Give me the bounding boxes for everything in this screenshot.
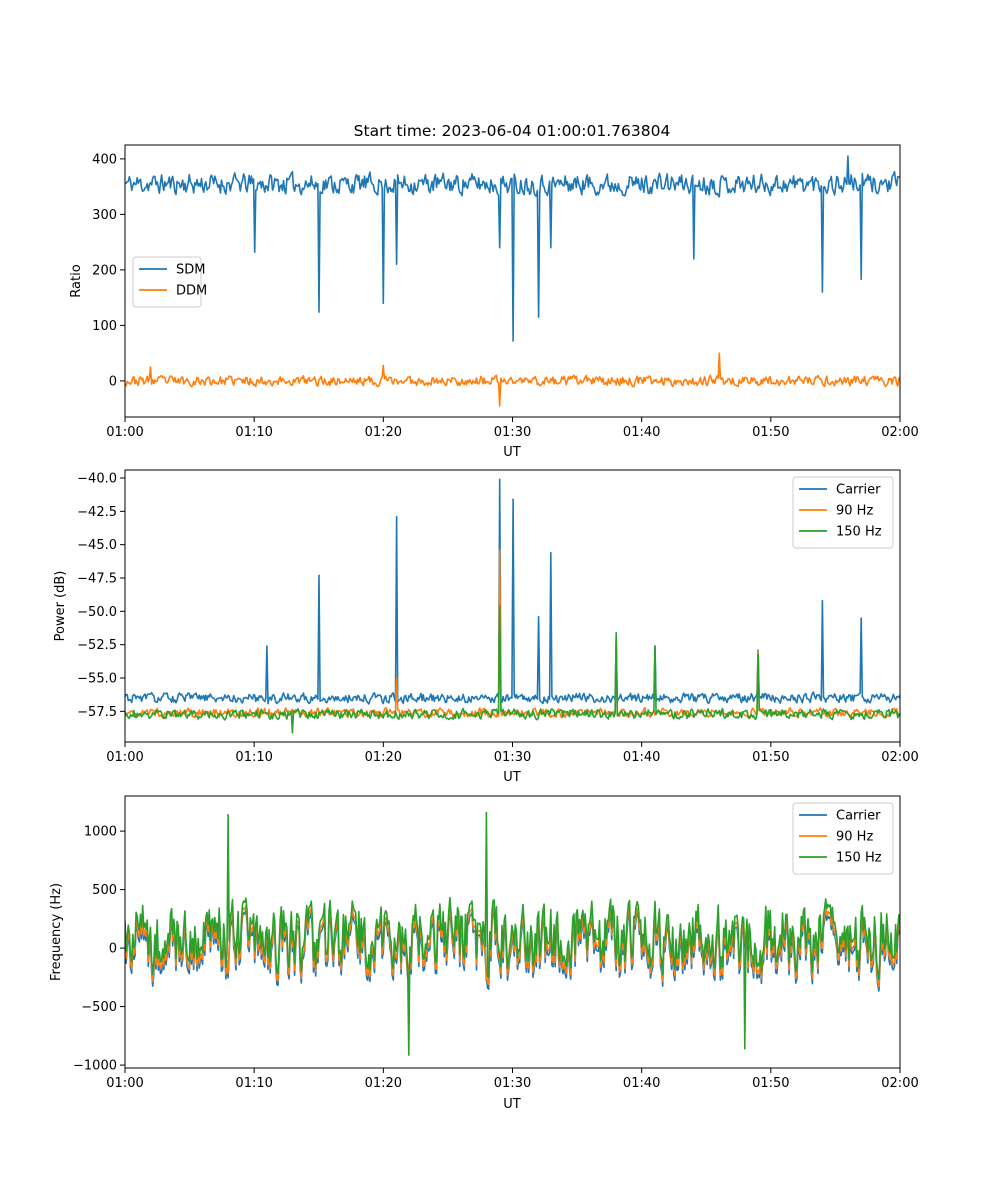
power-y-tick-label: −55.0 <box>77 672 117 687</box>
figure-title: Start time: 2023-06-04 01:00:01.763804 <box>354 122 671 140</box>
power-x-tick-label: 02:00 <box>881 750 918 765</box>
power-x-tick-label: 01:10 <box>235 750 272 765</box>
power-y-tick-label: −42.5 <box>77 505 117 520</box>
frequency-x-tick-label: 01:20 <box>365 1076 402 1091</box>
ratio-y-tick-label: 0 <box>109 374 117 389</box>
ratio-y-ticks: 0 100 200 300 400 <box>92 152 125 389</box>
frequency-y-tick-label: 0 <box>109 942 117 957</box>
ratio-y-tick-label: 100 <box>92 319 117 334</box>
power-y-axis-label: Power (dB) <box>53 571 68 642</box>
ratio-series-sdm <box>125 155 900 342</box>
power-series-carrier <box>125 478 900 705</box>
ratio-legend: SDM DDM <box>132 256 207 308</box>
frequency-y-tick-label: −500 <box>81 1000 117 1015</box>
frequency-y-tick-label: −1000 <box>73 1059 117 1074</box>
power-legend: Carrier 90 Hz 150 Hz <box>792 476 894 549</box>
frequency-legend: Carrier 90 Hz 150 Hz <box>792 802 894 875</box>
frequency-x-tick-label: 02:00 <box>881 1076 918 1091</box>
frequency-series-150-hz <box>125 811 900 1056</box>
frequency-x-tick-label: 01:50 <box>752 1076 789 1091</box>
power-legend-label: Carrier <box>836 483 881 498</box>
frequency-x-tick-label: 01:10 <box>235 1076 272 1091</box>
ratio-x-tick-label: 01:50 <box>752 425 789 440</box>
power-x-tick-label: 01:30 <box>494 750 531 765</box>
power-series-150-hz <box>125 605 900 734</box>
power-y-tick-label: −45.0 <box>77 538 117 553</box>
power-legend-label: 150 Hz <box>836 525 882 540</box>
power-y-tick-label: −57.5 <box>77 705 117 720</box>
frequency-x-tick-label: 01:30 <box>494 1076 531 1091</box>
ratio-y-axis-label: Ratio <box>69 264 84 297</box>
panel-ratio: 01:00 01:10 01:20 01:30 01:40 01:50 02:00 0 100… <box>69 144 919 460</box>
power-y-tick-label: −40.0 <box>77 472 117 487</box>
power-lines <box>125 478 900 734</box>
power-y-ticks: −57.5 −55.0 −52.5 −50.0 −47.5 −45.0 −42.5 −40.0 <box>77 472 125 720</box>
power-y-tick-label: −52.5 <box>77 638 117 653</box>
ratio-lines <box>125 155 900 407</box>
ratio-y-tick-label: 400 <box>92 152 117 167</box>
ratio-series-ddm <box>125 352 900 407</box>
frequency-legend-label: 90 Hz <box>836 830 873 845</box>
ratio-x-tick-label: 01:10 <box>235 425 272 440</box>
frequency-legend-label: 150 Hz <box>836 851 882 866</box>
power-x-tick-label: 01:40 <box>623 750 660 765</box>
frequency-x-tick-label: 01:00 <box>106 1076 143 1091</box>
power-x-ticks: 01:00 01:10 01:20 01:30 01:40 01:50 02:00 <box>106 742 919 765</box>
ratio-x-tick-label: 01:40 <box>623 425 660 440</box>
ratio-x-tick-label: 01:30 <box>494 425 531 440</box>
frequency-y-ticks: −1000 −500 0 500 1000 <box>73 825 125 1074</box>
power-y-tick-label: −47.5 <box>77 572 117 587</box>
ratio-y-tick-label: 300 <box>92 208 117 223</box>
ratio-x-tick-label: 01:20 <box>365 425 402 440</box>
frequency-y-tick-label: 1000 <box>84 825 117 840</box>
ratio-x-axis-label: UT <box>503 445 521 460</box>
power-legend-label: 90 Hz <box>836 504 873 519</box>
ratio-y-tick-label: 200 <box>92 263 117 278</box>
frequency-lines <box>125 811 900 1056</box>
frequency-y-tick-label: 500 <box>92 883 117 898</box>
ratio-legend-label: SDM <box>176 263 205 278</box>
frequency-x-ticks: 01:00 01:10 01:20 01:30 01:40 01:50 02:00 <box>106 1068 919 1091</box>
frequency-y-axis-label: Frequency (Hz) <box>49 883 64 981</box>
frequency-legend-label: Carrier <box>836 809 881 824</box>
frequency-x-axis-label: UT <box>503 1097 521 1112</box>
power-x-tick-label: 01:20 <box>365 750 402 765</box>
ratio-x-tick-label: 01:00 <box>106 425 143 440</box>
ratio-x-ticks: 01:00 01:10 01:20 01:30 01:40 01:50 02:00 <box>106 417 919 440</box>
power-y-tick-label: −50.0 <box>77 605 117 620</box>
ratio-x-tick-label: 02:00 <box>881 425 918 440</box>
power-x-tick-label: 01:00 <box>106 750 143 765</box>
power-x-tick-label: 01:50 <box>752 750 789 765</box>
frequency-x-tick-label: 01:40 <box>623 1076 660 1091</box>
panel-frequency: 01:00 01:10 01:20 01:30 01:40 01:50 02:00 −100… <box>49 795 919 1112</box>
ratio-legend-label: DDM <box>176 284 207 299</box>
power-x-axis-label: UT <box>503 770 521 785</box>
panel-power: 01:00 01:10 01:20 01:30 01:40 01:50 02:00 −57.… <box>53 469 919 785</box>
